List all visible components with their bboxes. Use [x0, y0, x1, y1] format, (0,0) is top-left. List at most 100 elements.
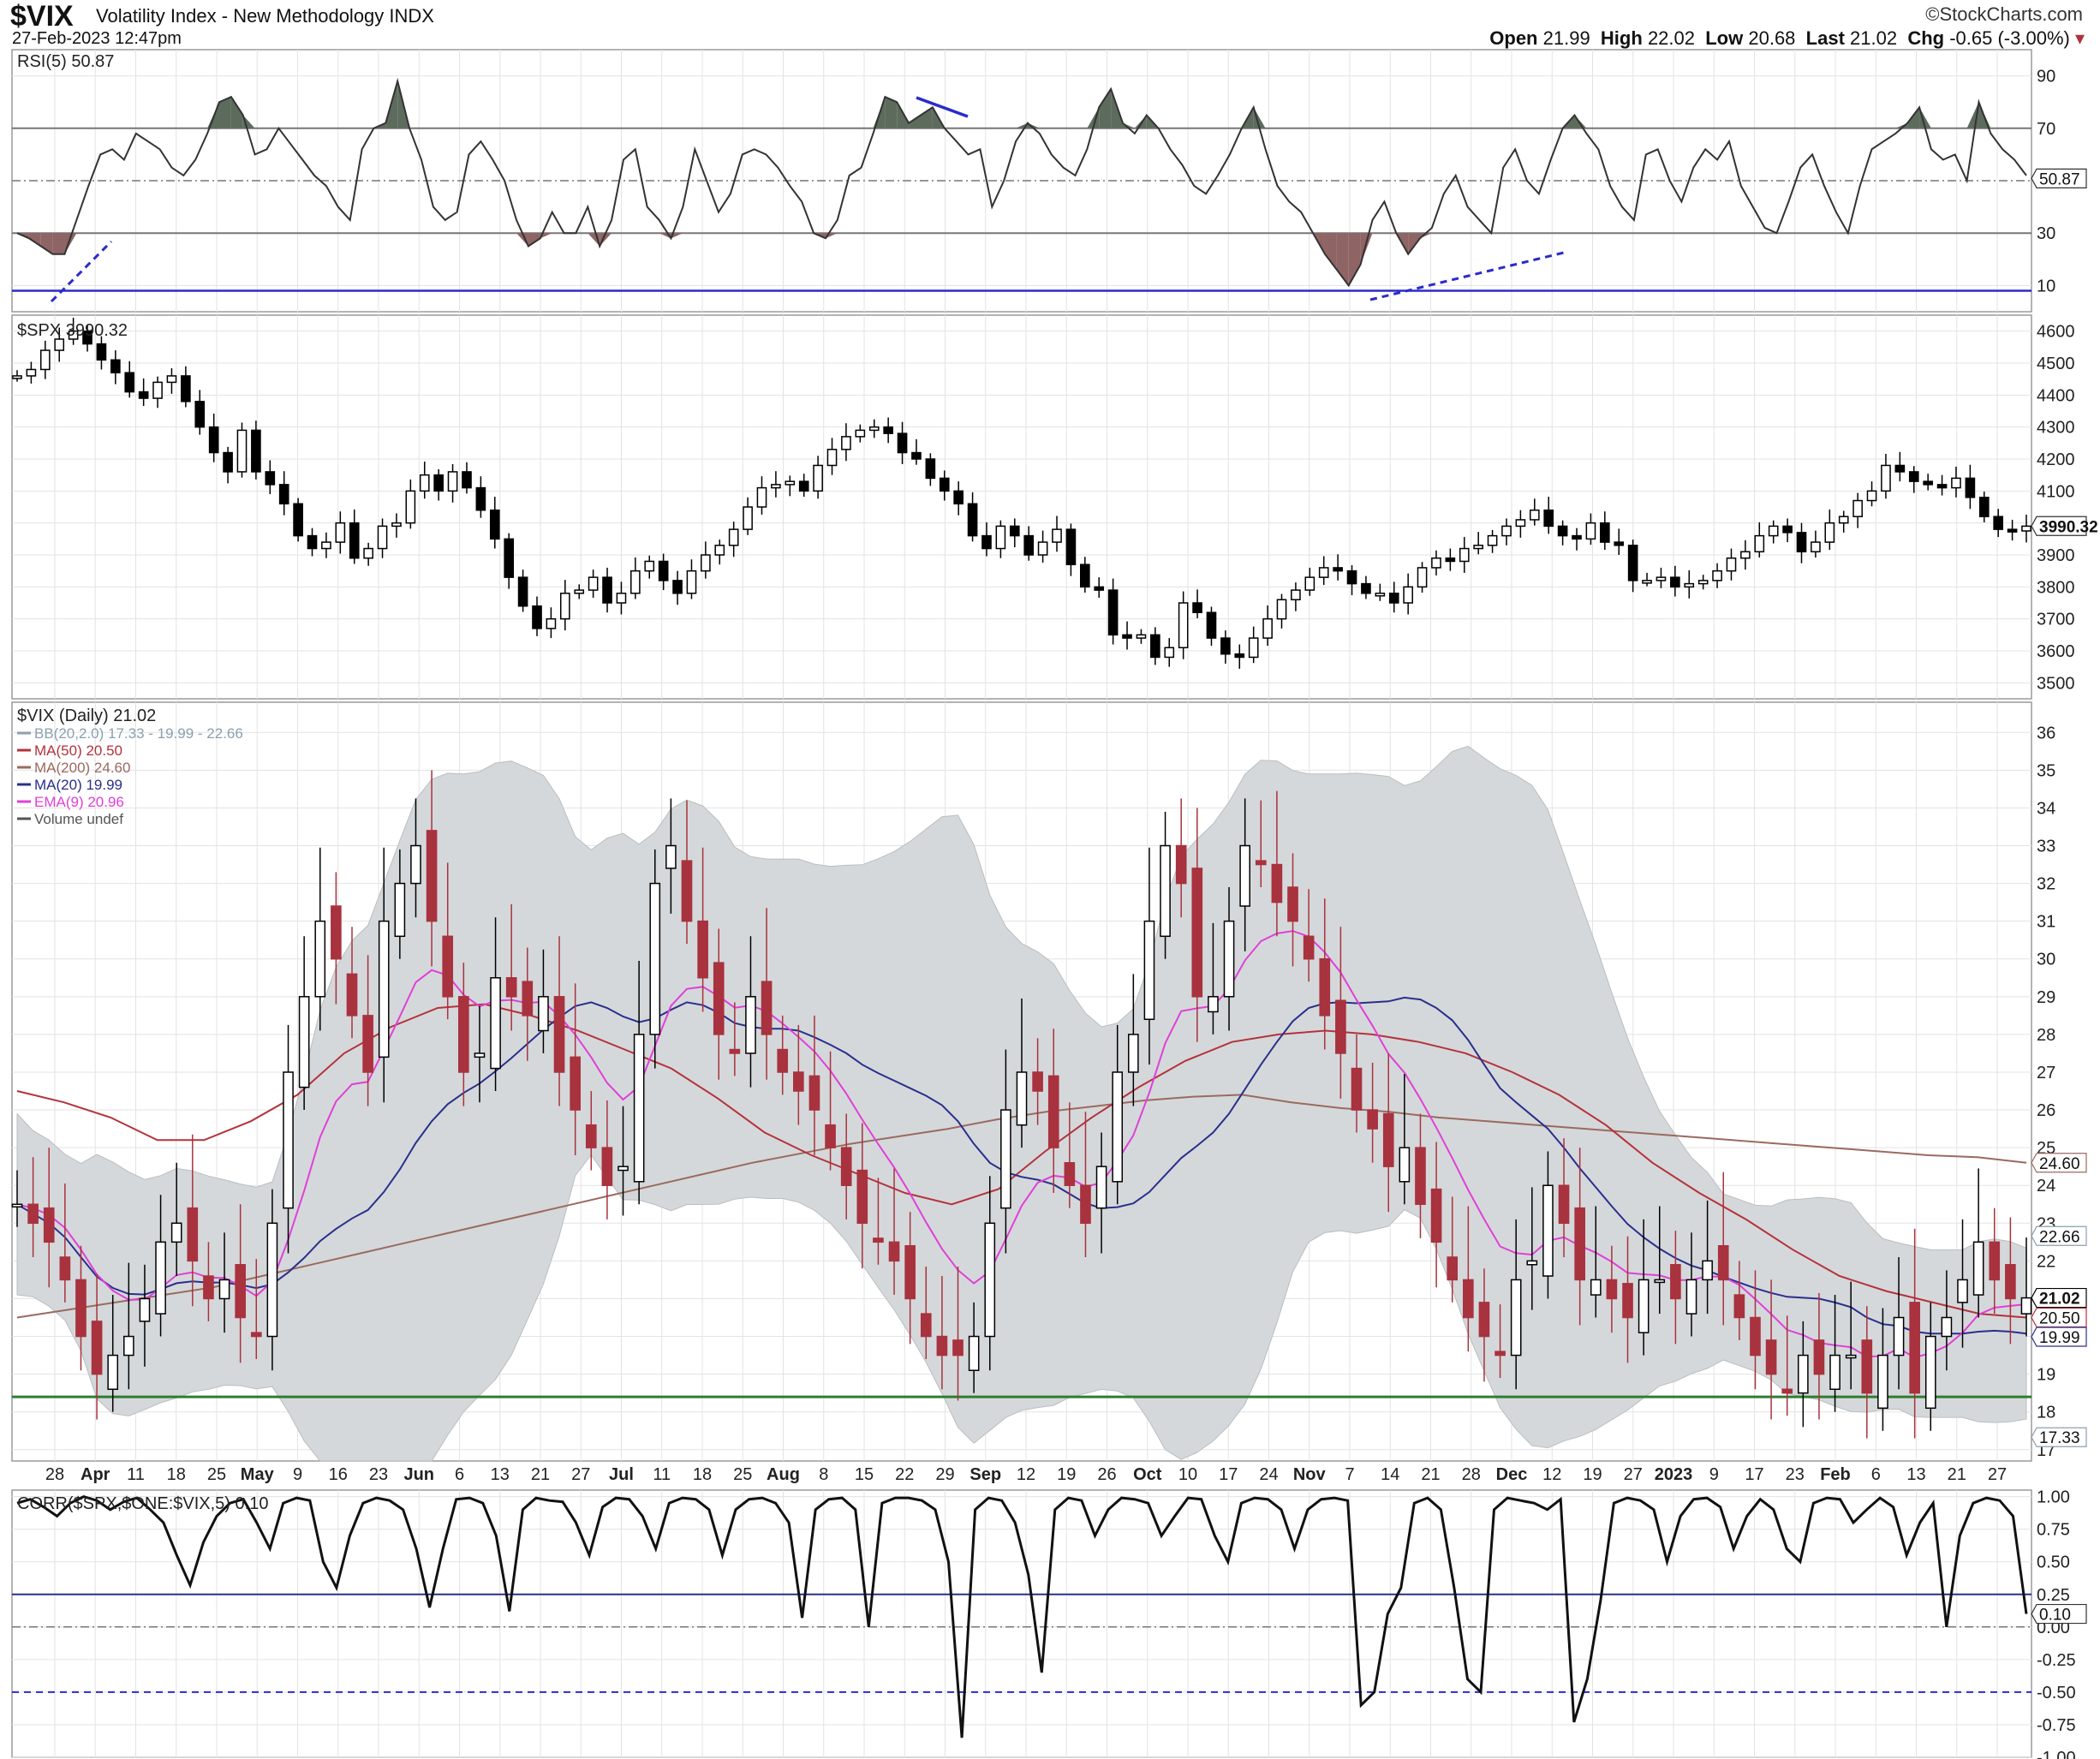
- x-tick-label: 2023: [1655, 1465, 1693, 1484]
- y-tick-label: 34: [2037, 799, 2055, 818]
- vix-price-label: 24.60: [2039, 1155, 2080, 1173]
- spx-candle: [517, 576, 528, 607]
- spx-candle: [1543, 509, 1554, 528]
- rsi-oversold-fill: [1324, 233, 1337, 271]
- spx-candle: [1122, 634, 1132, 639]
- vix-candle: [1223, 920, 1235, 998]
- spx-candle: [1459, 547, 1470, 563]
- spx-candle: [1431, 557, 1441, 569]
- y-tick-label: 10: [2037, 277, 2055, 295]
- vix-candle: [1670, 1264, 1681, 1300]
- vix-candle: [378, 920, 390, 1058]
- vix-candle: [1574, 1207, 1585, 1281]
- vix-candle: [920, 1313, 932, 1338]
- spx-candle: [1094, 586, 1105, 591]
- spx-candle: [54, 338, 65, 351]
- vix-candle: [1702, 1260, 1713, 1281]
- y-tick-label: 4600: [2037, 323, 2075, 342]
- spx-candle: [532, 605, 542, 629]
- vix-candle: [1733, 1294, 1745, 1319]
- vix-candle: [1415, 1147, 1426, 1206]
- y-tick-label: 3800: [2037, 578, 2075, 597]
- vix-candle: [1255, 860, 1267, 866]
- spx-candle: [110, 359, 121, 373]
- spx-candle: [1811, 541, 1821, 553]
- vix-candle: [1287, 886, 1298, 922]
- y-tick-label: 70: [2037, 120, 2055, 139]
- spx-candle: [475, 486, 486, 511]
- x-tick-label: Nov: [1293, 1465, 1327, 1484]
- spx-candle: [278, 484, 289, 505]
- spx-candle: [953, 490, 964, 505]
- spx-candle: [1445, 557, 1456, 563]
- y-tick-label: 19: [2037, 1366, 2055, 1385]
- spx-candle: [743, 506, 753, 530]
- spx-candle: [1262, 617, 1273, 639]
- y-tick-label: -0.50: [2037, 1684, 2076, 1702]
- y-tick-label: 30: [2037, 951, 2055, 969]
- vix-candle: [856, 1169, 868, 1225]
- y-tick-label: 3700: [2037, 611, 2075, 629]
- vix-candle: [91, 1321, 103, 1375]
- vix-candle: [1590, 1279, 1602, 1296]
- vix-candle: [697, 920, 708, 979]
- vix-candle: [1972, 1241, 1984, 1296]
- y-tick-label: 4200: [2037, 450, 2075, 469]
- x-tick-label: 28: [45, 1465, 64, 1484]
- vix-candle: [1989, 1241, 2001, 1281]
- brand-logo[interactable]: ©StockCharts.com: [1925, 3, 2083, 25]
- spx-candle: [1726, 557, 1737, 572]
- rsi-oversold-fill: [671, 233, 683, 239]
- rsi-overbought-fill: [1027, 122, 1040, 128]
- vix-candle: [2005, 1264, 2016, 1300]
- y-tick-label: 3600: [2037, 642, 2075, 661]
- x-tick-label: 8: [819, 1465, 828, 1484]
- spx-candle: [1656, 576, 1667, 581]
- vix-price-label-box: [2031, 1327, 2087, 1347]
- vix-price-label: 17.33: [2039, 1429, 2080, 1447]
- vix-candle: [442, 935, 454, 998]
- x-tick-label: 25: [207, 1465, 226, 1484]
- spx-candle: [785, 480, 796, 486]
- spx-candle: [1866, 490, 1877, 502]
- vix-candle: [1781, 1388, 1793, 1394]
- x-tick-label: 6: [1871, 1465, 1881, 1484]
- spx-candle: [644, 560, 655, 572]
- spx-candle: [1009, 525, 1020, 537]
- x-tick-label: 14: [1381, 1465, 1399, 1484]
- x-tick-label: 10: [1178, 1465, 1197, 1484]
- vix-candle: [331, 905, 342, 960]
- vix-candle: [43, 1207, 55, 1243]
- y-tick-label: 4300: [2037, 419, 2075, 438]
- vix-candle: [665, 844, 677, 869]
- y-tick-label: 0.25: [2037, 1586, 2070, 1605]
- spx-candle: [1023, 534, 1035, 556]
- rsi-title: RSI(5) 50.87: [17, 52, 114, 71]
- x-tick-label: 29: [935, 1465, 954, 1484]
- spx-candle: [181, 375, 191, 402]
- vix-candle: [1924, 1335, 1936, 1410]
- spx-candle: [686, 569, 697, 594]
- spx-candle: [967, 503, 978, 537]
- spx-candle: [1487, 534, 1498, 546]
- x-tick-label: 9: [1709, 1465, 1719, 1484]
- spx-last-label: 3990.32: [2039, 518, 2098, 536]
- spx-candle: [1824, 522, 1835, 543]
- vix-candle: [1080, 1184, 1091, 1225]
- quote-summary: Open 21.99 High 22.02 Low 20.68 Last 21.…: [1489, 27, 2085, 50]
- y-tick-label: 29: [2037, 988, 2055, 1007]
- x-tick-label: Dec: [1496, 1465, 1528, 1484]
- vix-candle: [362, 1015, 373, 1073]
- spx-candle: [1585, 522, 1596, 540]
- spx-candle: [883, 426, 893, 434]
- vix-candle: [1160, 844, 1171, 938]
- vix-candle: [793, 1071, 804, 1092]
- spx-candle: [208, 426, 219, 454]
- spx-candle: [1333, 567, 1343, 572]
- spx-candle: [1978, 497, 1990, 517]
- vix-candle: [1112, 1071, 1124, 1183]
- spx-candle: [1965, 477, 1976, 498]
- corr-title: CORR($SPX,$ONE:$VIX,5) 0.10: [17, 1494, 268, 1513]
- rsi-overbought-fill: [218, 97, 231, 128]
